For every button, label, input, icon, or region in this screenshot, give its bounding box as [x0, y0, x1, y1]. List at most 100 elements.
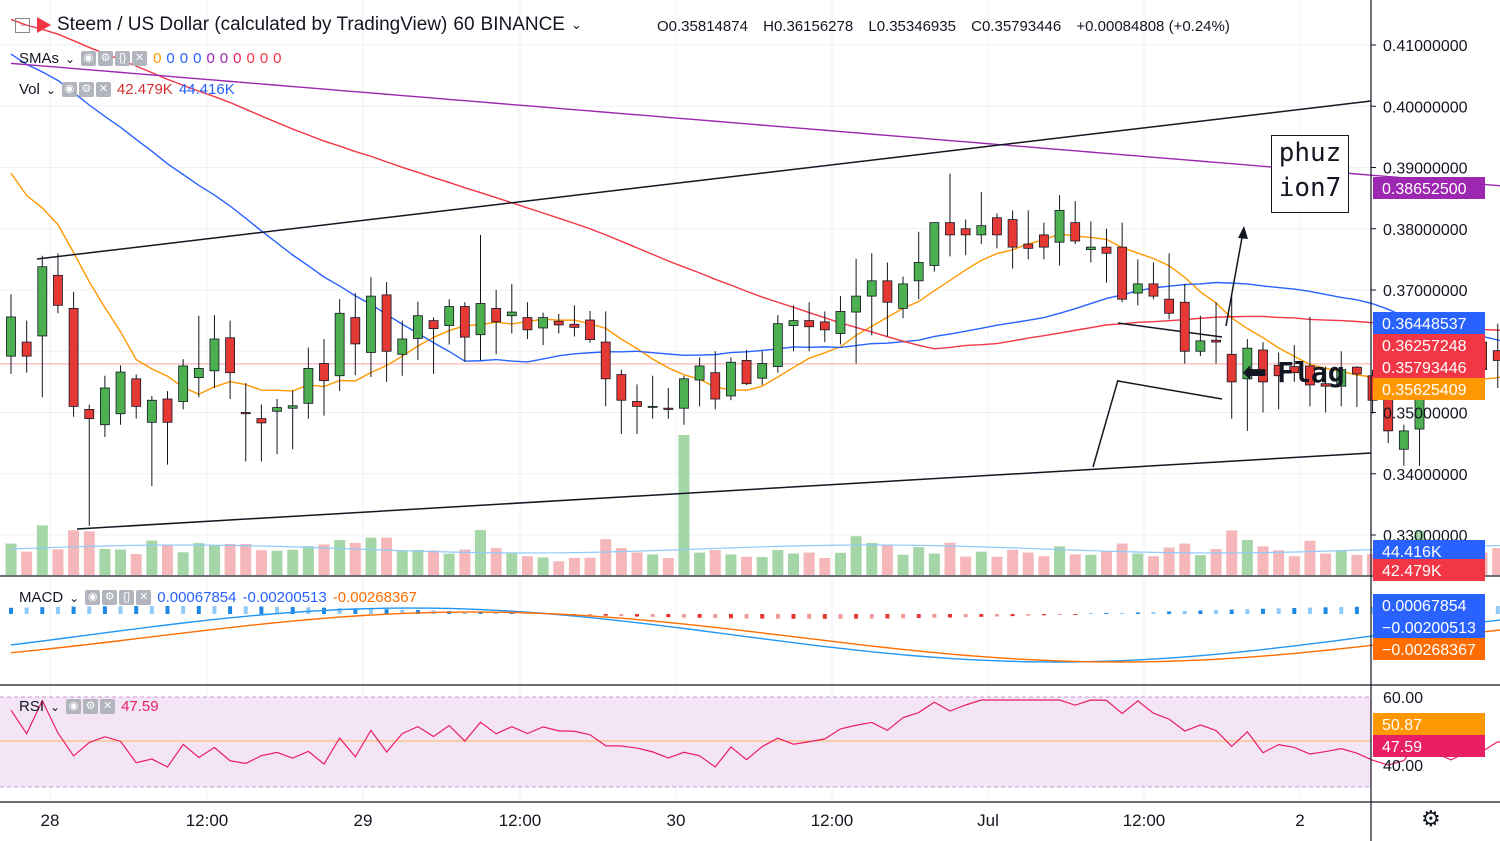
candle-body [600, 341, 611, 380]
volume-bar [1116, 543, 1128, 575]
volume-bar [1038, 556, 1050, 575]
gear-icon[interactable]: ⚙ [102, 590, 118, 605]
candle-body [319, 363, 329, 382]
gear-icon[interactable]: ⚙ [78, 82, 94, 97]
eye-icon[interactable]: ◉ [61, 82, 77, 97]
price-tick-label: 0.35000000 [1383, 406, 1468, 423]
macd-histogram-bar [1167, 611, 1172, 614]
macd-pane [9, 606, 1500, 663]
volume-bar [68, 530, 80, 575]
candle-body [741, 360, 752, 385]
candle-body [819, 321, 830, 331]
close-icon[interactable]: ✕ [100, 699, 116, 714]
volume-bar [662, 558, 674, 575]
volume-bar [960, 556, 972, 575]
volume-bar [615, 548, 627, 575]
macd-badge: −0.00200513 [1382, 620, 1476, 637]
vol-value-1: 42.479K [116, 81, 173, 98]
source-icon[interactable]: {} [115, 51, 131, 66]
macd-histogram-bar [165, 606, 170, 614]
ohlc-open: O0.35814874 [657, 18, 748, 35]
chevron-down-icon[interactable]: ⌄ [45, 82, 56, 97]
candle-body [710, 372, 721, 400]
close-icon[interactable]: ✕ [132, 51, 148, 66]
macd-histogram-bar [994, 614, 999, 617]
collapse-button[interactable]: − [15, 17, 30, 33]
flag-bottom-line [1117, 380, 1223, 400]
rsi-badge: 50.87 [1382, 717, 1422, 734]
macd-histogram-bar [134, 606, 139, 614]
macd-histogram-bar [1245, 609, 1250, 614]
macd-signal-line [10, 611, 1500, 663]
macd-histogram-bar [681, 614, 686, 618]
volume-bar [130, 554, 142, 575]
interval-label[interactable]: 60 [453, 14, 475, 35]
volume-legend[interactable]: Vol ⌄ ◉ ⚙ ✕ 42.479K 44.416K [19, 81, 235, 98]
macd-histogram-bar [869, 614, 874, 619]
candle-body [225, 337, 236, 374]
volume-bar [255, 550, 267, 575]
gear-icon[interactable]: ⚙ [1421, 806, 1441, 831]
candle-body [209, 338, 220, 372]
volume-bar [1194, 555, 1206, 575]
flag-pole-line [1092, 379, 1119, 468]
candle-body [1336, 369, 1347, 387]
macd-histogram-bar [1010, 614, 1015, 617]
chevron-down-icon[interactable]: ⌄ [50, 699, 61, 714]
volume-bar [1320, 553, 1332, 575]
macd-histogram-bar [650, 614, 655, 617]
macd-label: MACD [19, 589, 64, 606]
volume-bar [584, 557, 596, 575]
volume-bar [1210, 549, 1222, 575]
chevron-down-icon[interactable]: ⌄ [69, 590, 80, 605]
rsi-pane [10, 699, 1500, 768]
eye-icon[interactable]: ◉ [66, 699, 82, 714]
time-tick-label: 12:00 [811, 811, 854, 830]
volume-bar [1492, 548, 1500, 575]
price-badge: 0.35793446 [1382, 360, 1467, 377]
sma-value: 0 [206, 50, 220, 67]
close-icon[interactable]: ✕ [95, 82, 111, 97]
ohlc-values: O0.35814874 H0.36156278 L0.35346935 C0.3… [657, 18, 1241, 35]
time-tick-label: 30 [667, 811, 686, 830]
candle-body [726, 361, 736, 397]
source-icon[interactable]: {} [119, 590, 135, 605]
price-badge-bg [1373, 378, 1485, 400]
candle-body [679, 378, 689, 409]
gear-icon[interactable]: ⚙ [98, 51, 114, 66]
candle-body [272, 407, 282, 412]
candle-body [21, 341, 32, 357]
gear-icon[interactable]: ⚙ [83, 699, 99, 714]
chevron-down-icon[interactable]: ⌄ [65, 51, 76, 66]
price-badge: 0.36448537 [1382, 316, 1467, 333]
candle-body [553, 320, 564, 326]
candle-body [1242, 347, 1253, 380]
sma-value: 0 [179, 50, 194, 67]
time-tick-label: 12:00 [186, 811, 229, 830]
volume-bar [36, 525, 48, 575]
candle-body [1226, 353, 1237, 383]
sma-value: 0 [193, 50, 207, 67]
volume-bar [741, 556, 753, 575]
chevron-down-icon[interactable]: ⌄ [570, 17, 582, 32]
rsi-tick-label: 60.00 [1383, 690, 1423, 707]
macd-histogram-bar [40, 607, 45, 614]
macd-histogram-bar [24, 607, 29, 614]
volume-bar [866, 542, 878, 575]
eye-icon[interactable]: ◉ [81, 51, 97, 66]
smas-legend[interactable]: SMAs ⌄ ◉ ⚙{} ✕ 0000000000 [19, 50, 287, 67]
rsi-legend[interactable]: RSI ⌄ ◉ ⚙ ✕ 47.59 [19, 698, 159, 715]
candle-body [1320, 383, 1331, 387]
macd-histogram-bar [87, 606, 92, 614]
volume-bar [1132, 553, 1144, 575]
macd-histogram-bar [212, 606, 217, 614]
macd-legend[interactable]: MACD ⌄ ◉ ⚙{} ✕ 0.00067854 -0.00200513 -0.0… [19, 589, 417, 606]
flag-label: Flag [1277, 356, 1345, 389]
close-icon[interactable]: ✕ [136, 590, 152, 605]
macd-line [10, 607, 1500, 663]
time-tick-label: 12:00 [1123, 811, 1166, 830]
volume-bar [5, 543, 17, 575]
eye-icon[interactable]: ◉ [85, 590, 101, 605]
rsi-band [0, 696, 1371, 788]
